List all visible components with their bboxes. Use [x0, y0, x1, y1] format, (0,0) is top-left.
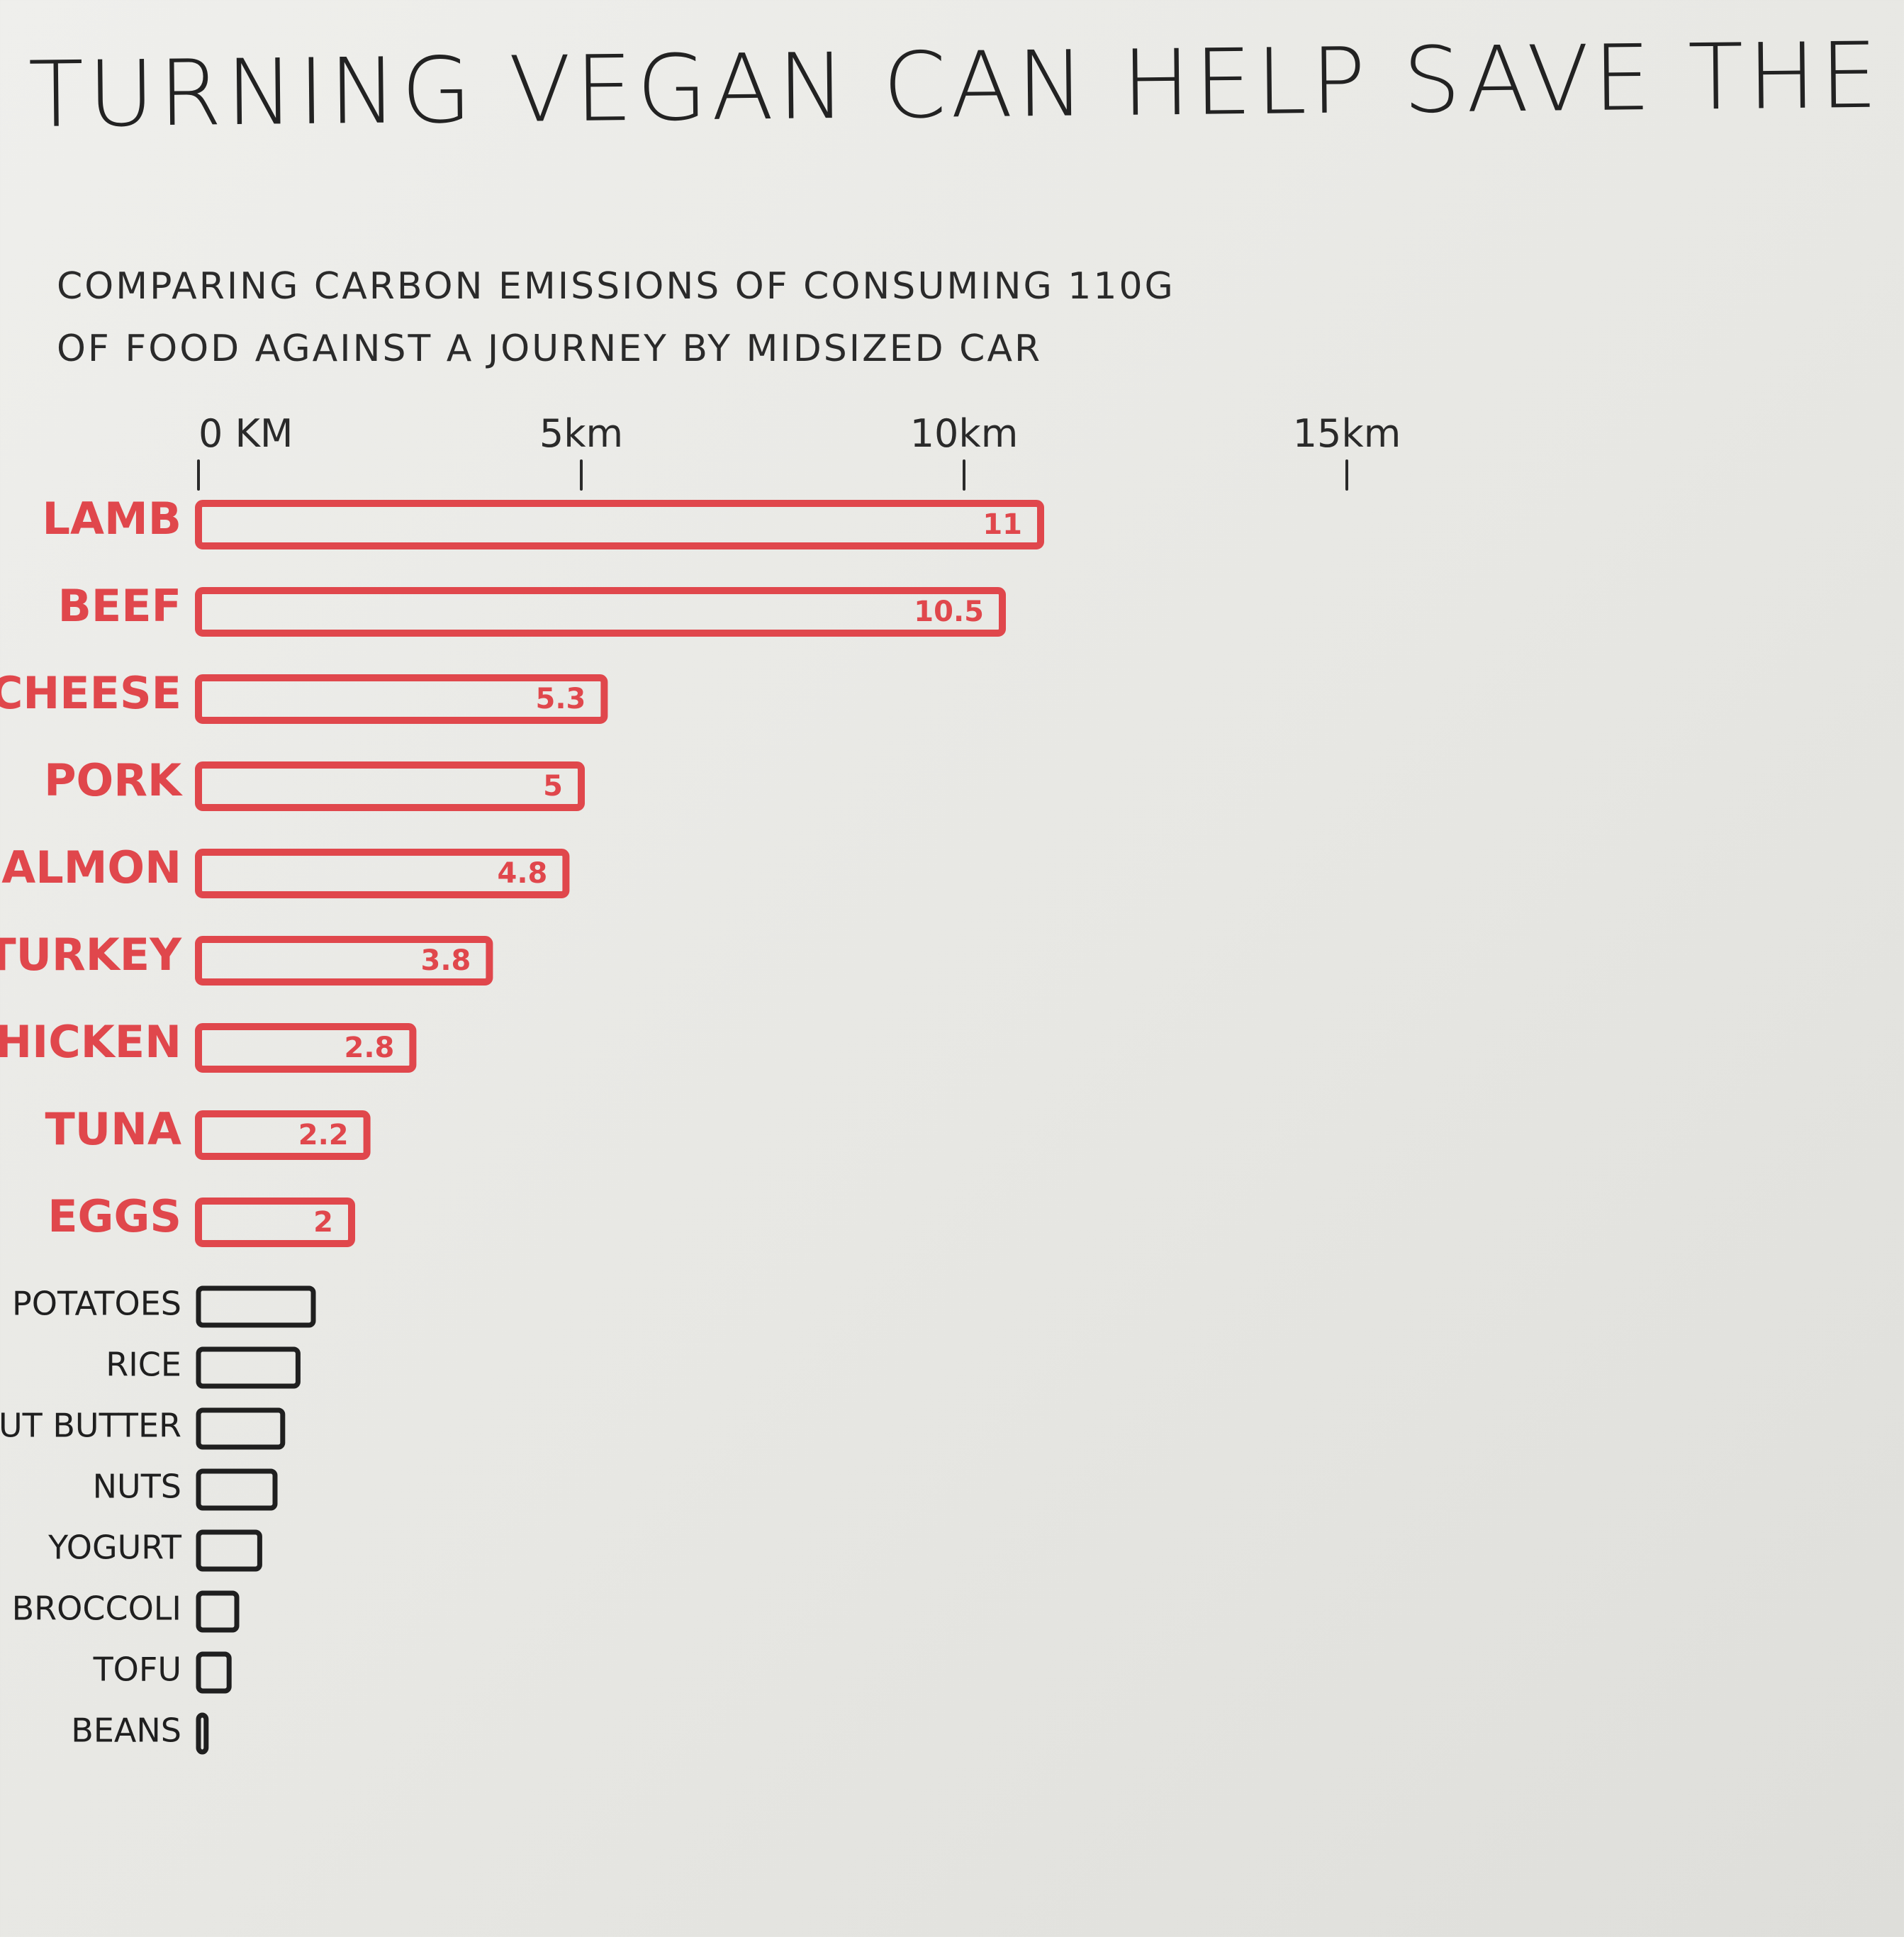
category-label: PEANUT BUTTER	[0, 1406, 181, 1444]
chart-subtitle: Comparing carbon emissions of consuming …	[57, 265, 1175, 370]
x-tick-label: 0 KM	[198, 411, 293, 456]
bar	[195, 1198, 355, 1247]
bar	[196, 1407, 286, 1450]
bar	[195, 587, 1006, 637]
value-label: 2	[313, 1206, 333, 1239]
value-label: 3.8	[421, 944, 471, 977]
category-label: PORK	[44, 754, 183, 806]
bar	[196, 1285, 316, 1328]
bar	[195, 674, 608, 724]
bar	[196, 1590, 240, 1633]
category-label: TURKEY	[0, 929, 182, 981]
value-label: 11	[982, 508, 1022, 541]
category-label: LAMB	[43, 493, 181, 545]
category-label: SALMON	[0, 842, 181, 893]
x-tick-label: 10km	[910, 411, 1019, 456]
category-label: YOGURT	[47, 1528, 182, 1566]
bar	[195, 500, 1044, 549]
bar	[195, 936, 493, 986]
bar	[196, 1468, 278, 1511]
bar	[196, 1651, 232, 1694]
value-label: 2.2	[298, 1119, 349, 1151]
category-label: RICE	[106, 1345, 181, 1383]
bar	[196, 1346, 301, 1389]
value-label: 4.8	[498, 857, 548, 890]
bar	[195, 849, 570, 898]
category-label: TUNA	[45, 1103, 181, 1155]
category-label: TOFU	[93, 1650, 181, 1688]
bar	[196, 1712, 209, 1755]
category-label: BROCCOLI	[12, 1589, 181, 1627]
bar	[196, 1529, 262, 1572]
value-label: 5	[543, 770, 563, 803]
category-label: BEANS	[71, 1711, 181, 1749]
category-label: CHICKEN	[0, 1016, 181, 1068]
category-label: POTATOES	[12, 1284, 181, 1322]
x-tick-label: 15km	[1293, 411, 1401, 456]
category-label: BEEF	[58, 580, 181, 632]
bar	[195, 1110, 371, 1160]
value-label: 5.3	[536, 683, 586, 715]
x-tick-label: 5km	[539, 411, 623, 456]
value-label: 10.5	[914, 596, 984, 628]
value-label: 2.8	[345, 1032, 395, 1064]
category-label: NUTS	[93, 1467, 181, 1505]
category-label: EGGS	[47, 1190, 181, 1242]
category-label: CHEESE	[0, 667, 181, 719]
bar	[195, 761, 585, 811]
bar	[195, 1023, 417, 1073]
